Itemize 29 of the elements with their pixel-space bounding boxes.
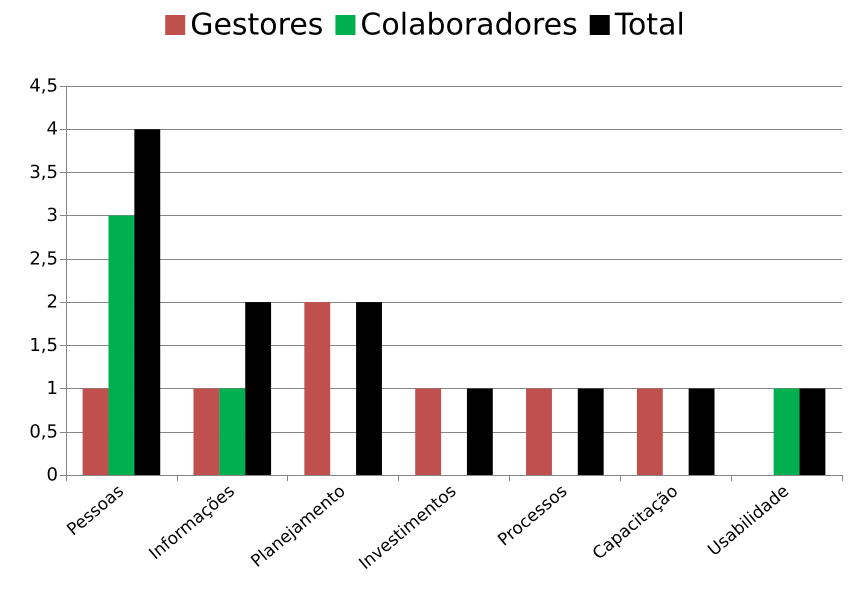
y-tick-label: 4,5 — [29, 76, 58, 96]
bar — [108, 216, 134, 475]
bar — [800, 388, 826, 475]
bar — [304, 302, 330, 475]
legend-label: Total — [614, 8, 685, 42]
bar — [636, 388, 663, 475]
bar — [774, 388, 800, 475]
bar — [193, 388, 220, 475]
bar — [526, 388, 552, 475]
y-tick-label: 0 — [46, 464, 58, 486]
bar — [134, 129, 160, 475]
y-tick-label: 2,5 — [29, 248, 58, 270]
bar — [245, 302, 272, 475]
bar — [356, 302, 382, 475]
bar — [688, 388, 715, 475]
y-tick-label: 2 — [46, 292, 58, 313]
y-tick-label: 4 — [46, 118, 58, 140]
y-tick-label: 3,5 — [29, 162, 58, 183]
y-tick-label: 3 — [46, 205, 58, 226]
y-tick-label: 1 — [46, 378, 58, 400]
bar — [578, 388, 604, 475]
legend-label: Gestores — [190, 8, 324, 42]
y-tick-label: 1,5 — [29, 334, 58, 356]
bar — [82, 388, 108, 475]
bar — [466, 388, 493, 475]
bar — [415, 388, 442, 475]
y-tick-label: 0,5 — [29, 421, 58, 442]
bar — [219, 388, 246, 475]
legend-label: Colaboradores — [360, 8, 578, 42]
